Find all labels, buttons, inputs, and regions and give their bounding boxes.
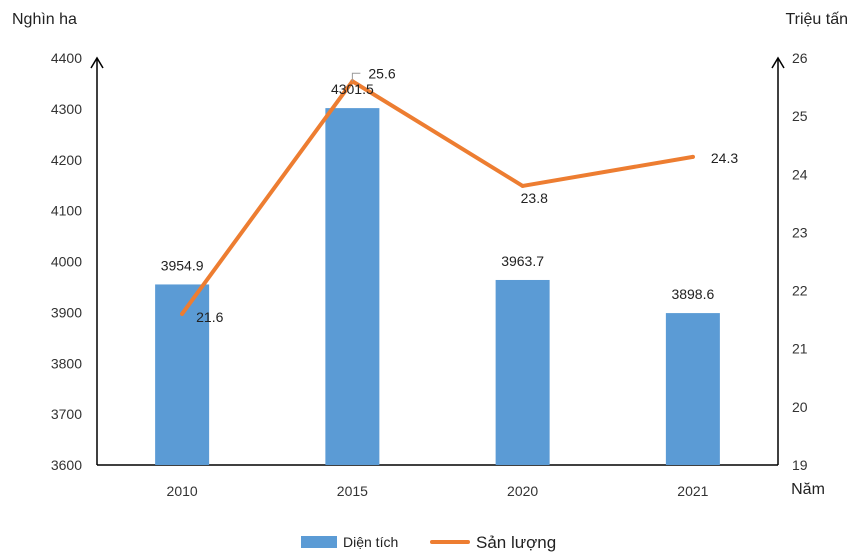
y-left-tick-label: 3900 [51, 304, 82, 320]
y-right-tick-label: 23 [792, 224, 808, 240]
bar-data-label: 3898.6 [671, 286, 714, 302]
y-axis-right-title: Triệu tấn [785, 11, 848, 28]
line-data-label: 23.8 [521, 190, 548, 206]
y-right-tick-label: 26 [792, 50, 808, 66]
y-left-tick-label: 3800 [51, 355, 82, 371]
line-path [180, 79, 695, 316]
line-data-label: 21.6 [196, 309, 223, 325]
data-labels: 3954.9 4301.5 3963.7 3898.6 21.6 25.6 23.8 24.3 [161, 65, 739, 325]
legend-bar-label: Diện tích [343, 534, 398, 550]
x-tick-label: 2015 [337, 483, 368, 499]
bar-data-label: 3963.7 [501, 253, 544, 269]
y-left-tick-label: 4100 [51, 203, 82, 219]
y-left-tick-label: 4200 [51, 152, 82, 168]
y-axis-left-title: Nghìn ha [12, 11, 77, 28]
bar-data-label: 3954.9 [161, 257, 204, 273]
legend-bar-swatch [301, 536, 337, 548]
y-right-tick-label: 20 [792, 399, 808, 415]
y-left-tick-label: 3700 [51, 406, 82, 422]
bar-data-label: 4301.5 [331, 81, 374, 97]
y-left-tick-label: 3600 [51, 457, 82, 473]
y-axis-right-arrow-icon [771, 56, 785, 69]
y-right-tick-label: 22 [792, 283, 808, 299]
line-data-label: 24.3 [711, 150, 738, 166]
y-right-tick-label: 19 [792, 457, 808, 473]
y-right-tick-label: 24 [792, 166, 808, 182]
y-left-tick-label: 4400 [51, 50, 82, 66]
bar [665, 313, 720, 465]
y-right-tick-label: 25 [792, 108, 808, 124]
y-left-tick-label: 4300 [51, 101, 82, 117]
bar [325, 108, 380, 465]
bar-series [155, 108, 720, 465]
y-right-tick-label: 21 [792, 341, 808, 357]
x-axis-title: Năm [791, 481, 825, 498]
x-tick-label: 2010 [167, 483, 198, 499]
line-point [520, 183, 525, 188]
line-data-label: 25.6 [368, 65, 395, 81]
legend-line-label: Sản lượng [476, 533, 556, 552]
leader-line [351, 72, 361, 82]
x-tick-label: 2021 [677, 483, 708, 499]
y-left-tick-label: 4000 [51, 254, 82, 270]
bar [495, 279, 550, 465]
line-series [180, 79, 695, 316]
line-point [690, 154, 695, 159]
axes: 3600 3700 3800 3900 4000 4100 4200 4300 4400 19 20… [51, 50, 808, 499]
x-tick-label: 2020 [507, 483, 538, 499]
y-axis-left-arrow-icon [90, 56, 104, 69]
legend: Diện tích Sản lượng [301, 533, 556, 552]
line-point [180, 311, 185, 316]
